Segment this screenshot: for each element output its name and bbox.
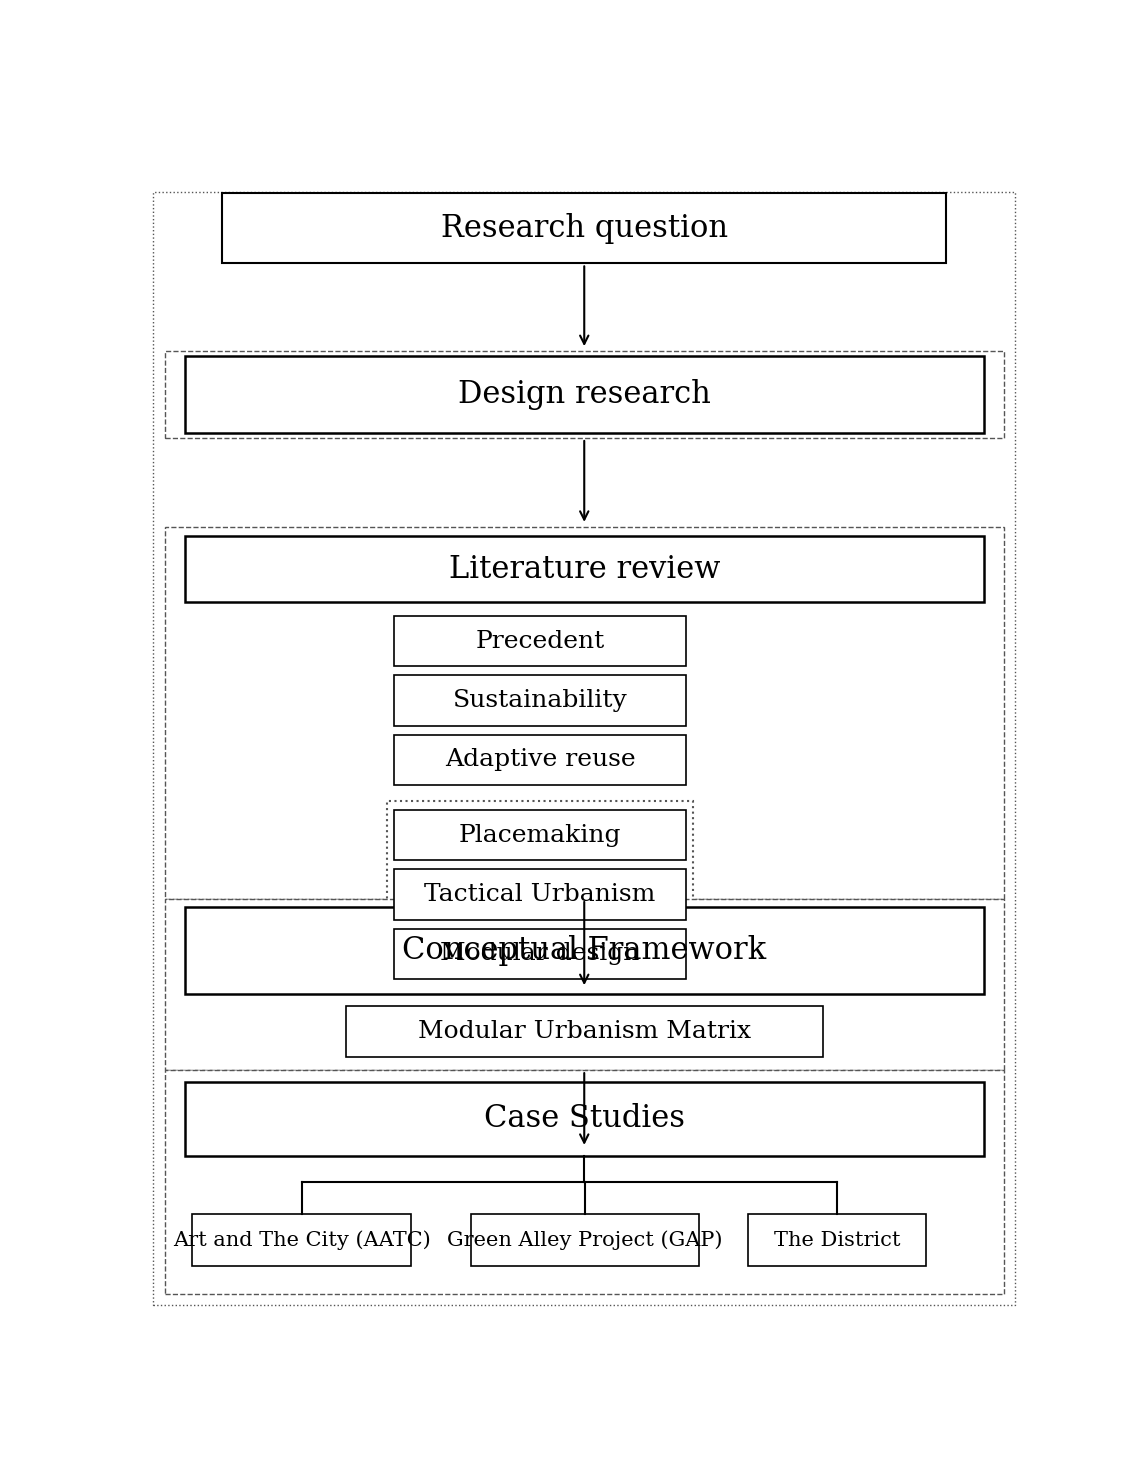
Text: The District: The District [774, 1230, 901, 1249]
Text: Research question: Research question [441, 212, 727, 243]
Bar [394, 870, 686, 919]
Text: Case Studies: Case Studies [483, 1103, 685, 1134]
Text: Adaptive reuse: Adaptive reuse [445, 748, 635, 771]
Text: Placemaking: Placemaking [458, 824, 621, 846]
Bar [388, 800, 693, 988]
Bar [185, 356, 984, 433]
Bar [471, 1214, 699, 1267]
Bar [185, 536, 984, 602]
Bar [394, 617, 686, 667]
Text: Green Alley Project (GAP): Green Alley Project (GAP) [447, 1230, 723, 1251]
Bar [394, 811, 686, 860]
Bar [748, 1214, 926, 1267]
Bar [394, 929, 686, 980]
Text: Literature review: Literature review [448, 554, 720, 585]
Text: Precedent: Precedent [475, 630, 604, 652]
Bar [345, 1006, 823, 1057]
Text: Conceptual Framework: Conceptual Framework [402, 935, 766, 966]
Text: Sustainability: Sustainability [453, 689, 627, 711]
Bar [394, 676, 686, 726]
Text: Modular design: Modular design [440, 943, 640, 965]
Bar [164, 900, 1004, 1070]
Text: Tactical Urbanism: Tactical Urbanism [424, 883, 656, 906]
Bar [185, 1082, 984, 1156]
Text: Art and The City (AATC): Art and The City (AATC) [172, 1230, 431, 1251]
Bar [222, 193, 946, 264]
Text: Design research: Design research [458, 379, 710, 411]
Text: Modular Urbanism Matrix: Modular Urbanism Matrix [417, 1020, 751, 1043]
Bar [394, 735, 686, 785]
Bar [185, 907, 984, 994]
Bar [164, 528, 1004, 900]
Bar [164, 351, 1004, 439]
Bar [164, 1070, 1004, 1294]
Bar [192, 1214, 412, 1267]
